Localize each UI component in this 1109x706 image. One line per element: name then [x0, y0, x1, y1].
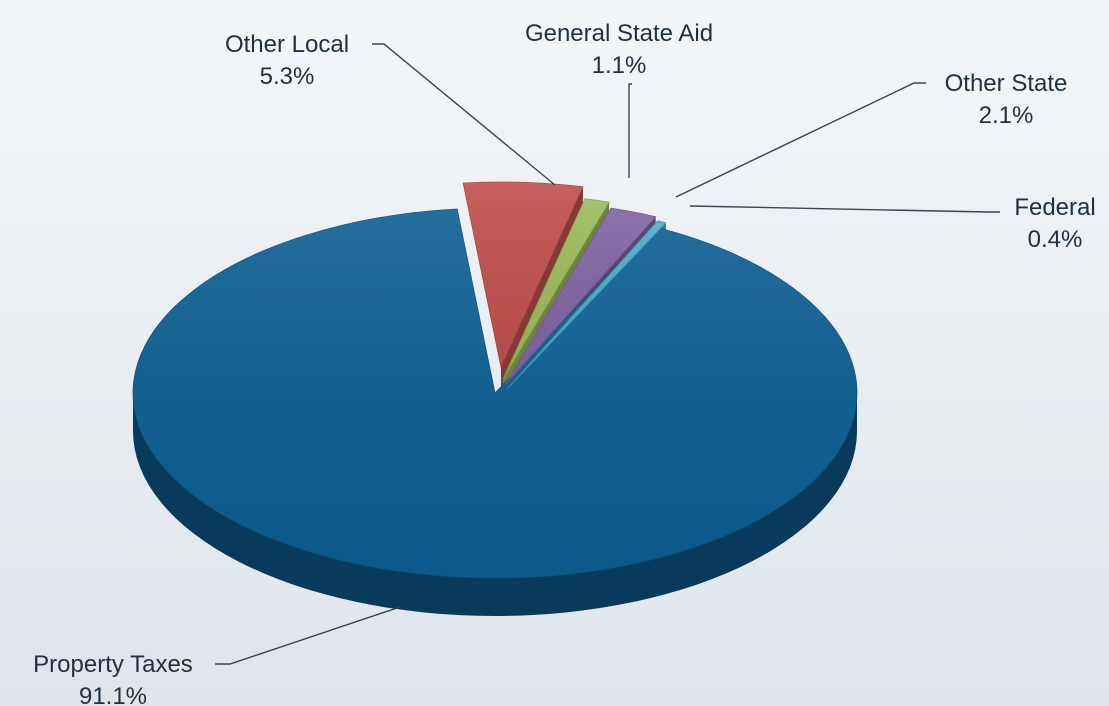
slice-value-property-taxes: 91.1% [79, 683, 147, 706]
slice-value-other-state: 2.1% [979, 102, 1034, 129]
leader-line-federal [689, 205, 1000, 213]
slice-value-general-state-aid: 1.1% [592, 52, 647, 79]
slice-label-other-state: Other State [945, 70, 1068, 97]
slice-label-federal: Federal [1014, 194, 1095, 221]
leader-line-other-state [675, 82, 926, 198]
leader-line-other-local [372, 43, 556, 186]
slice-labels: Property Taxes 91.1% Other Local 5.3% Genera… [33, 20, 1096, 706]
leader-lines [215, 43, 1000, 665]
leader-line-general-state-aid [628, 83, 632, 178]
slice-label-general-state-aid: General State Aid [525, 20, 713, 47]
slice-label-property-taxes: Property Taxes [33, 651, 193, 678]
slice-value-other-local: 5.3% [260, 63, 315, 90]
pie-tops [132, 181, 858, 579]
slice-value-federal: 0.4% [1028, 226, 1083, 253]
leader-line-property-taxes [215, 606, 401, 665]
slice-label-other-local: Other Local [225, 31, 349, 58]
